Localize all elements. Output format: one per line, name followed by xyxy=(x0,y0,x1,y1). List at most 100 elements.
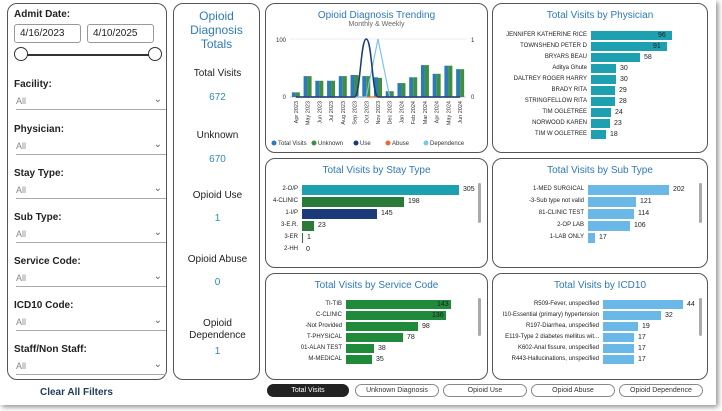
bar-label: 01-ALAN TEST xyxy=(300,345,342,351)
bar[interactable] xyxy=(588,209,634,219)
physician-select[interactable]: All ⌄ xyxy=(16,137,166,155)
bar[interactable] xyxy=(346,344,374,353)
bar[interactable] xyxy=(346,311,446,320)
x-tick-label: Jul 2023 xyxy=(329,101,335,122)
bar[interactable] xyxy=(591,64,616,73)
stay-type-title: Total Visits by Stay Type xyxy=(322,165,431,176)
bar-unknown xyxy=(331,80,336,97)
bar-value: 17 xyxy=(638,356,646,363)
icd10-panel: Total Visits by ICD10 R509-Fever, unspec… xyxy=(492,273,708,380)
bar[interactable] xyxy=(603,300,683,309)
bar[interactable] xyxy=(591,108,611,117)
stay-type-value: All xyxy=(16,185,27,195)
tab-unknown-diagnosis[interactable]: Unknown Diagnosis xyxy=(355,384,439,397)
date-slider-end-handle[interactable] xyxy=(148,47,162,61)
bar-total-visits xyxy=(327,80,332,97)
bar-value: 17 xyxy=(599,234,607,241)
bar-total-visits xyxy=(397,83,402,97)
facility-value: All xyxy=(16,96,27,106)
unknown-value: 670 xyxy=(209,154,226,165)
bar-value: 106 xyxy=(634,222,646,229)
bar-value: 145 xyxy=(381,210,393,217)
totals-title: Opioid Diagnosis Totals xyxy=(190,9,243,51)
bar[interactable] xyxy=(591,31,672,40)
bar[interactable] xyxy=(588,197,636,207)
bar[interactable] xyxy=(591,75,616,84)
tab-opioid-abuse[interactable]: Opioid Abuse xyxy=(531,384,615,397)
y-tick-label: 0 xyxy=(283,95,287,101)
bar[interactable] xyxy=(591,42,667,51)
trending-subtitle: Monthly & Weekly xyxy=(348,21,405,28)
bar[interactable] xyxy=(588,233,595,243)
bar[interactable] xyxy=(302,209,377,219)
bar-total-visits xyxy=(409,77,414,97)
chevron-down-icon: ⌄ xyxy=(153,359,162,370)
service-code-title: Total Visits by Service Code xyxy=(314,280,439,291)
facility-select[interactable]: All ⌄ xyxy=(16,92,166,110)
stay-type-select[interactable]: All ⌄ xyxy=(16,181,166,199)
bar-unknown xyxy=(413,77,418,97)
bar-label: K602-Anal fissure, unspecified xyxy=(517,345,599,351)
bar[interactable] xyxy=(591,119,610,128)
bar-label: T-PHYSICAL xyxy=(306,334,342,340)
admit-date-label: Admit Date: xyxy=(14,9,71,20)
tab-total-visits[interactable]: Total Visits xyxy=(267,384,349,397)
icd10-code-select[interactable]: All ⌄ xyxy=(16,313,166,331)
bar[interactable] xyxy=(302,233,303,243)
date-slider-track[interactable] xyxy=(20,54,158,56)
tab-opioid-dependence[interactable]: Opioid Dependence xyxy=(619,384,703,397)
bar-value: 32 xyxy=(665,312,673,319)
bar-label: 1-I/P xyxy=(285,210,298,216)
bar[interactable] xyxy=(302,221,314,231)
total-visits-value: 672 xyxy=(209,92,226,103)
x-tick-label: Nov 2023 xyxy=(376,101,382,125)
service-code-select[interactable]: All ⌄ xyxy=(16,269,166,287)
bar[interactable] xyxy=(588,221,630,231)
bar[interactable] xyxy=(302,197,404,207)
date-slider-start-handle[interactable] xyxy=(14,47,28,61)
bar-label: TIM OGLETREE xyxy=(542,109,587,115)
bar[interactable] xyxy=(346,322,418,331)
end-date-input[interactable]: 4/10/2025 xyxy=(87,24,154,43)
bar-label: M-MEDICAL xyxy=(308,356,342,362)
bar-value: 28 xyxy=(619,98,627,105)
bar-value: 18 xyxy=(610,131,618,138)
icd10-scrollbar[interactable] xyxy=(699,298,702,336)
physician-panel: Total Visits by Physician JENNIFER KATHE… xyxy=(492,3,708,153)
bar[interactable] xyxy=(603,344,634,353)
clear-all-filters-button[interactable]: Clear All Filters xyxy=(40,387,113,398)
service-code-scrollbar[interactable] xyxy=(478,298,481,336)
bar-value: 96 xyxy=(658,32,666,39)
bar-label: TIM W OGLETREE xyxy=(534,131,587,137)
bar[interactable] xyxy=(603,311,661,320)
legend-label: Total Visits xyxy=(278,141,307,147)
bar[interactable] xyxy=(603,355,634,364)
physician-title: Total Visits by Physician xyxy=(546,10,654,21)
x-tick-label: Dec 2023 xyxy=(388,101,394,125)
bar[interactable] xyxy=(591,130,606,139)
sub-type-select[interactable]: All ⌄ xyxy=(16,225,166,243)
bar[interactable] xyxy=(346,300,451,309)
bar[interactable] xyxy=(588,185,669,195)
bar[interactable] xyxy=(591,53,640,62)
bar-label: STRINGFELLOW RITA xyxy=(524,98,587,104)
bar[interactable] xyxy=(302,185,459,195)
bar[interactable] xyxy=(591,86,615,95)
bar[interactable] xyxy=(603,333,634,342)
legend-marker xyxy=(423,140,429,146)
start-date-input[interactable]: 4/16/2023 xyxy=(14,24,81,43)
bar-label: JENNIFER KATHERINE RICE xyxy=(506,32,587,38)
bar[interactable] xyxy=(346,333,403,342)
staff-select[interactable]: All ⌄ xyxy=(16,357,166,375)
bar-total-visits xyxy=(315,80,320,97)
y2-tick-label: 0 xyxy=(471,95,475,101)
tab-opioid-use[interactable]: Opioid Use xyxy=(443,384,527,397)
bar[interactable] xyxy=(346,355,372,364)
bar[interactable] xyxy=(591,97,615,106)
opioid-use-value: 1 xyxy=(214,213,221,224)
sub-type-scrollbar[interactable] xyxy=(699,183,702,223)
bar[interactable] xyxy=(603,322,638,331)
x-tick-label: May 2024 xyxy=(446,101,452,125)
stay-type-scrollbar[interactable] xyxy=(478,183,481,223)
bar-unknown xyxy=(460,69,465,97)
